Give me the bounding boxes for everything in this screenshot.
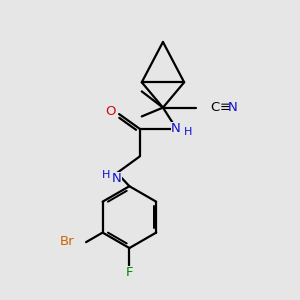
Text: N: N: [171, 122, 181, 135]
Text: C: C: [210, 101, 220, 114]
Text: H: H: [102, 170, 111, 180]
Text: F: F: [126, 266, 133, 279]
Text: N: N: [112, 172, 122, 185]
Text: O: O: [106, 105, 116, 118]
Text: Br: Br: [60, 235, 74, 248]
Text: H: H: [184, 127, 193, 137]
Text: N: N: [228, 101, 238, 114]
Text: ≡: ≡: [220, 101, 231, 114]
